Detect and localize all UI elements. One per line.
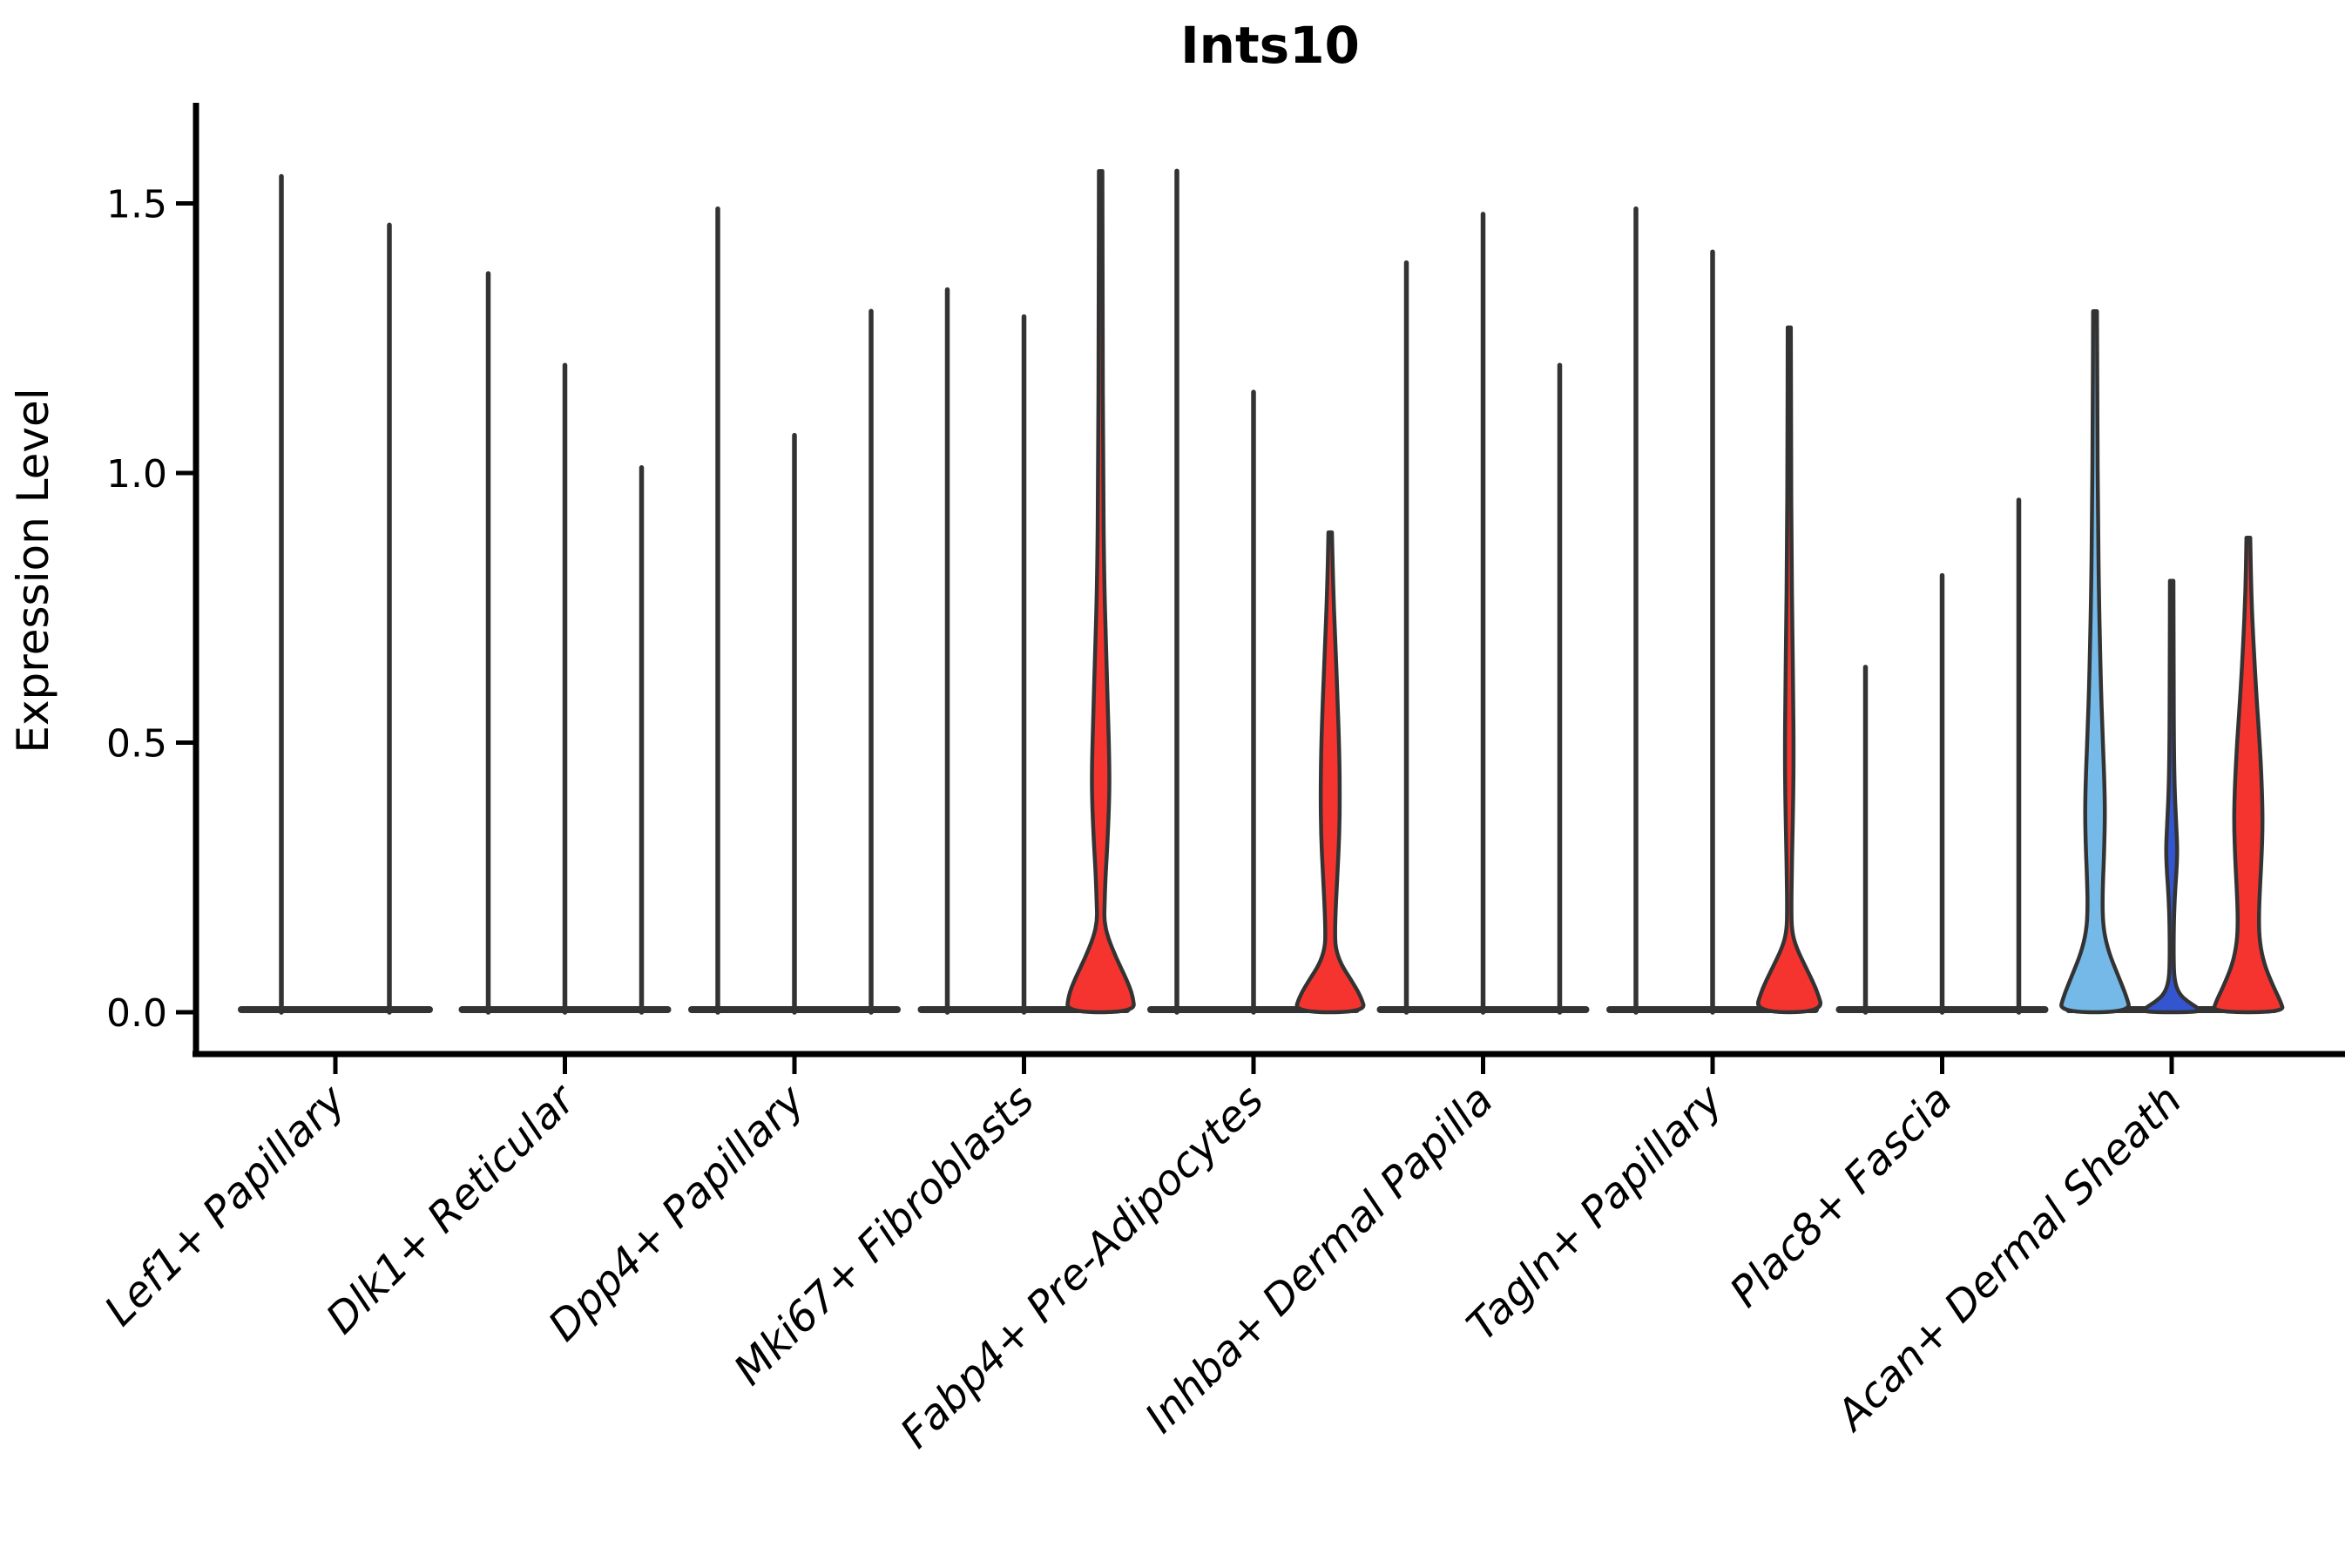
violin-red [1756,325,1822,1015]
x-tick-label: Tagln+ Papillary [1457,1075,1733,1350]
x-tick-label: Lef1+ Papillary [95,1075,355,1335]
chart-title: Ints10 [1180,16,1360,75]
y-tick-label: 0.5 [106,722,167,767]
y-tick-label: 0.0 [106,991,167,1036]
x-tick-label: Dlk1+ Reticular [317,1074,587,1344]
violin-baseline-sliver [238,1006,433,1013]
y-tick-label: 1.0 [106,452,167,497]
y-axis-label: Expression Level [8,388,58,753]
x-tick-label: Dpp4+ Papillary [539,1075,814,1350]
violins [238,168,2285,1015]
violin-red [2212,536,2285,1015]
violin-dark-blue [2141,578,2202,1015]
x-tick-label: Fabp4+ Pre-Adipocytes [891,1076,1274,1458]
y-tick-label: 1.5 [106,183,167,227]
y-axis-ticks: 0.0 0.5 1.0 1.5 [106,183,196,1036]
violin-light-blue [2059,309,2131,1015]
x-tick-label: Plac8+ Fascia [1720,1076,1962,1317]
violin-red [1065,169,1136,1015]
violin-red [1294,530,1366,1015]
